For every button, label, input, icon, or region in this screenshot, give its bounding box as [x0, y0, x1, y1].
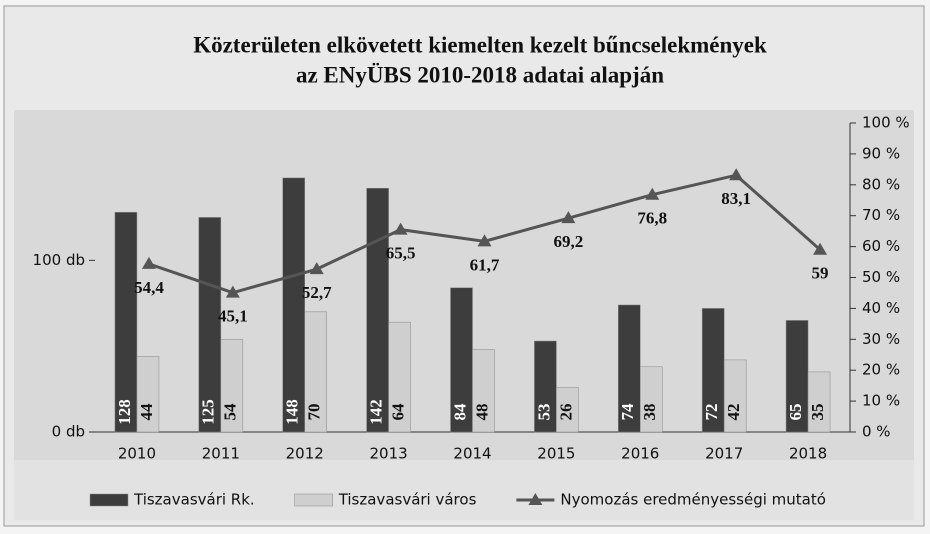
legend-swatch — [294, 493, 333, 507]
bar-value-label: 142 — [367, 399, 386, 425]
y2-tick-label: 50 % — [862, 268, 900, 286]
line-value-label: 45,1 — [218, 307, 248, 326]
bar — [282, 177, 305, 433]
bar-value-label: 128 — [115, 399, 134, 425]
line-marker — [225, 285, 240, 298]
bar-value-label: 74 — [618, 403, 637, 421]
line-value-label: 61,7 — [470, 255, 500, 274]
line-value-label: 59 — [812, 264, 829, 283]
bar-value-label: 53 — [534, 404, 553, 421]
bar — [198, 217, 222, 433]
line-marker — [309, 262, 324, 275]
bar — [114, 212, 138, 433]
bar-value-label: 64 — [389, 403, 408, 421]
legend-background — [14, 460, 914, 520]
x-tick-label: 2016 — [621, 445, 659, 463]
line-value-label: 83,1 — [721, 189, 751, 208]
y2-tick-label: 100 % — [862, 114, 910, 132]
bar-value-label: 72 — [702, 404, 721, 421]
bar — [366, 187, 389, 433]
y2-tick-label: 20 % — [862, 361, 900, 379]
line-value-label: 52,7 — [302, 283, 332, 302]
line-marker — [729, 168, 744, 181]
chart-title: Közterületen elkövetett kiemelten kezelt… — [193, 32, 767, 57]
line-marker — [561, 211, 576, 224]
x-tick-label: 2012 — [286, 445, 324, 463]
line-value-label: 65,5 — [386, 244, 416, 263]
bar-value-label: 125 — [199, 399, 218, 425]
line-value-label: 76,8 — [637, 209, 667, 228]
bar — [220, 339, 244, 433]
x-tick-label: 2017 — [705, 445, 743, 463]
bar-value-label: 26 — [556, 404, 575, 421]
legend-marker — [528, 493, 543, 505]
bar-value-label: 38 — [640, 404, 659, 421]
line-marker — [477, 234, 492, 247]
chart-title: az ENyÜBS 2010-2018 adatai alapján — [296, 62, 664, 87]
legend-label: Nyomozás eredményességi mutató — [560, 491, 826, 509]
y2-tick-label: 0 % — [862, 423, 891, 441]
x-tick-label: 2013 — [370, 445, 408, 463]
bar — [723, 359, 747, 433]
bar — [304, 311, 327, 433]
x-tick-label: 2018 — [789, 445, 827, 463]
line-value-label: 69,2 — [554, 232, 584, 251]
y-tick-label: 0 db — [52, 423, 85, 441]
bar — [136, 356, 160, 433]
y-tick-label: 100 db — [33, 251, 85, 269]
x-tick-label: 2015 — [537, 445, 575, 463]
x-tick-label: 2014 — [453, 445, 491, 463]
y2-tick-label: 10 % — [862, 392, 900, 410]
bar — [472, 349, 495, 433]
y2-tick-label: 30 % — [862, 330, 900, 348]
bar — [807, 371, 831, 433]
bar — [640, 366, 663, 433]
bar-value-label: 148 — [283, 399, 302, 425]
x-tick-label: 2010 — [118, 445, 156, 463]
line-marker — [393, 222, 408, 235]
y2-tick-label: 60 % — [862, 237, 900, 255]
y2-tick-label: 70 % — [862, 206, 900, 224]
y2-tick-label: 80 % — [862, 175, 900, 193]
line-marker — [141, 256, 156, 269]
y2-tick-label: 40 % — [862, 299, 900, 317]
bar — [388, 321, 411, 433]
legend-label: Tiszavasvári Rk. — [133, 491, 255, 509]
bar-value-label: 42 — [724, 404, 743, 421]
bar-value-label: 35 — [808, 404, 827, 421]
bar — [534, 340, 557, 433]
bar-value-label: 44 — [137, 403, 156, 421]
y2-tick-label: 90 % — [862, 144, 900, 162]
bar — [556, 387, 579, 433]
line-value-label: 54,4 — [134, 278, 164, 297]
bar-value-label: 70 — [305, 404, 324, 421]
legend-swatch — [89, 493, 129, 507]
legend-label: Tiszavasvári város — [338, 491, 477, 509]
bar-value-label: 84 — [450, 403, 469, 421]
line-marker — [645, 187, 660, 200]
bar-value-label: 65 — [786, 404, 805, 421]
bar-value-label: 48 — [472, 404, 491, 421]
x-tick-label: 2011 — [202, 445, 240, 463]
line-marker — [813, 242, 828, 255]
bar-value-label: 54 — [221, 403, 240, 421]
